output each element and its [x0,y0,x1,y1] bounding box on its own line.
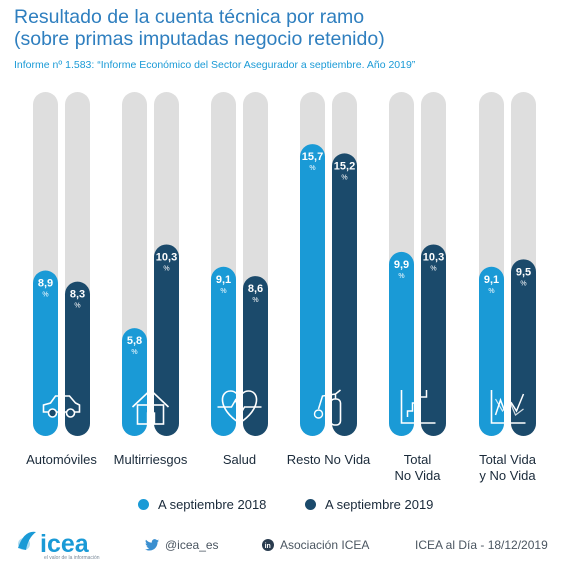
bar [511,259,536,436]
linkedin-icon: in [262,539,274,551]
twitter-icon [145,539,159,551]
bar [421,244,446,436]
category-label: Salud [223,452,256,467]
category-label: y No Vida [479,468,536,483]
twitter-handle: @icea_es [165,538,219,552]
legend-dot-2019 [305,499,316,510]
zigzag-chart-icon [490,390,526,424]
data-label: 15,7 [302,151,323,163]
data-label-unit: % [430,265,436,272]
chart-steps [406,390,428,417]
legend-dot-2018 [138,499,149,510]
data-label: 5,8 [127,335,142,347]
extinguisher-gauge [313,409,324,419]
bar [243,276,268,436]
car-wheel-rear [65,408,76,418]
bar [479,266,504,436]
category-label: Total [404,452,432,467]
logo-text: icea [40,530,90,558]
data-label-unit: % [42,292,48,299]
bar [33,270,58,436]
footer: icea el valor de la información @icea_es… [0,524,567,567]
bar [300,144,325,436]
category-group: 5,8% 10,3% Multirriesgos [114,92,188,467]
house-roof [131,388,170,408]
bar [122,328,147,436]
car-icon [42,395,81,418]
category-label: Multirriesgos [114,452,188,467]
heart-pulse-line [217,398,262,416]
category-label: No Vida [394,468,441,483]
legend-item-2018: A septiembre 2018 [138,497,266,512]
data-label-unit: % [341,174,347,181]
category-group: 9,1% 8,6% Salud [211,92,268,467]
data-label-unit: % [220,288,226,295]
linkedin-name: Asociación ICEA [280,538,370,552]
bar [211,266,236,436]
chart-zigzag-secondary [494,398,524,416]
car-wheel-front [47,408,58,418]
legend-label-2018: A septiembre 2018 [158,497,267,512]
rising-chart-icon [400,390,436,424]
data-label-unit: % [131,349,137,356]
category-group: 8,9% 8,3% Automóviles [26,92,97,467]
data-label: 8,6 [248,283,263,295]
data-label-unit: % [163,265,169,272]
data-label: 10,3 [156,251,177,263]
category-label: Automóviles [26,452,97,467]
data-label-unit: % [488,288,494,295]
data-label-unit: % [520,280,526,287]
data-label-unit: % [252,297,258,304]
data-label: 9,9 [394,259,409,271]
title-line-1: Resultado de la cuenta técnica por ramo [14,6,365,28]
data-label: 9,1 [484,274,499,286]
chart-title: Resultado de la cuenta técnica por ramo … [14,6,385,50]
heart-outline [221,390,258,424]
logo-tagline: el valor de la información [44,555,100,561]
bar-chart: 8,9% 8,3% Automóviles 5,8% 10,3% Multirriesgo… [26,92,537,483]
icea-logo: icea el valor de la información [14,524,132,567]
svg-text:in: in [265,543,271,550]
date-text: ICEA al Día - 18/12/2019 [415,538,548,552]
extinguisher-hose [317,389,341,410]
chart-zigzag [494,393,525,416]
category-label: Resto No Vida [287,452,371,467]
twitter-link[interactable]: @icea_es [145,538,219,552]
chart-axes [490,390,526,424]
car-body [42,395,81,413]
bar [332,153,357,436]
data-label: 9,5 [516,266,531,278]
category-group: 15,7% 15,2% Resto No Vida [287,92,371,467]
legend-item-2019: A septiembre 2019 [305,497,433,512]
legend-label-2019: A septiembre 2019 [325,497,434,512]
data-label-unit: % [309,165,315,172]
title-line-2: (sobre primas imputadas negocio retenido… [14,28,385,50]
data-label-unit: % [74,303,80,310]
heart-pulse-icon [217,390,262,424]
data-label: 15,2 [334,160,355,172]
house-door [146,412,156,425]
publication-date: ICEA al Día - 18/12/2019 [415,538,548,552]
house-icon [131,388,170,425]
data-label: 9,1 [216,274,231,286]
data-label: 8,3 [70,289,85,301]
linkedin-link[interactable]: in Asociación ICEA [262,538,369,552]
chart-subtitle: Informe nº 1.583: “Informe Económico del… [14,59,416,71]
category-label: Total Vida [479,452,537,467]
data-label-unit: % [398,273,404,280]
data-label: 8,9 [38,278,53,290]
data-label: 10,3 [423,251,444,263]
chart-axes [400,390,436,424]
bar [154,244,179,436]
bar [389,251,414,436]
fire-extinguisher-icon [313,389,342,426]
